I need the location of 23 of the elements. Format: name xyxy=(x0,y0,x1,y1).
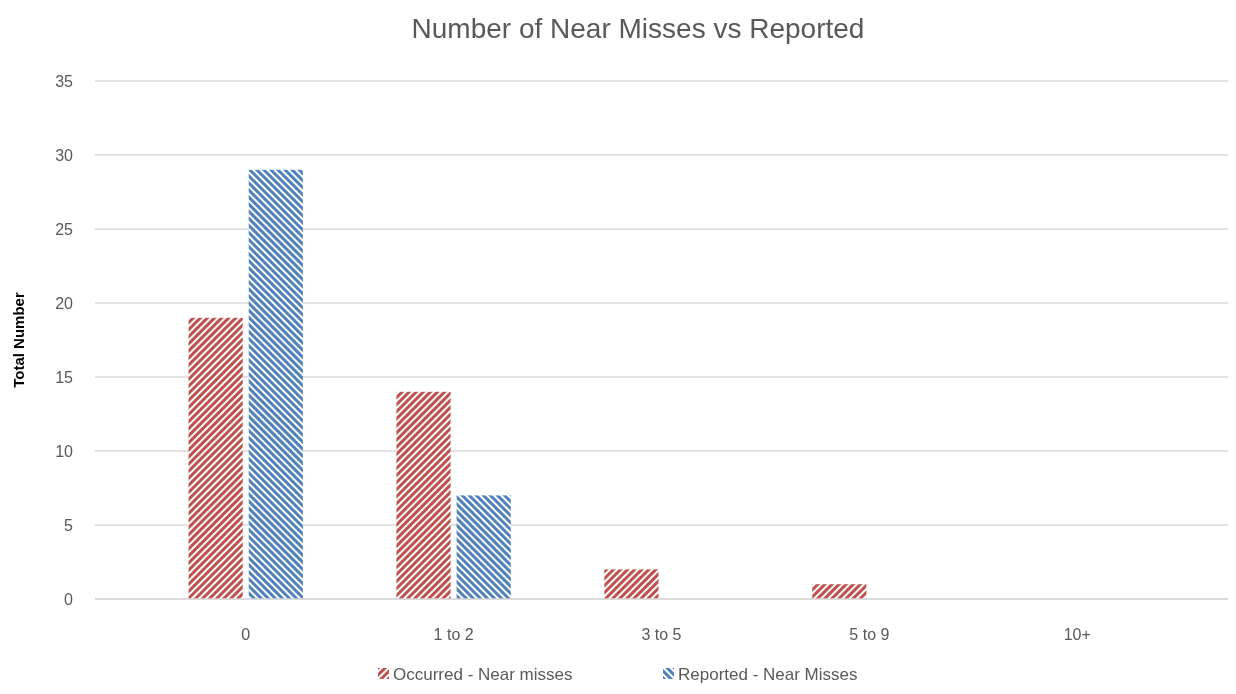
bar xyxy=(812,584,867,599)
chart-title: Number of Near Misses vs Reported xyxy=(411,13,865,44)
y-tick-label: 25 xyxy=(55,220,74,238)
x-tick-label: 1 to 2 xyxy=(433,626,474,643)
x-tick-label: 0 xyxy=(241,626,251,643)
bar xyxy=(396,391,451,599)
bar xyxy=(604,569,659,599)
bar xyxy=(188,317,243,599)
y-tick-label: 10 xyxy=(55,442,74,460)
legend-label: Occurred - Near misses xyxy=(393,665,573,684)
y-tick-label: 15 xyxy=(55,368,74,386)
y-tick-label: 0 xyxy=(64,590,74,608)
bar xyxy=(248,169,303,599)
x-tick-label: 10+ xyxy=(1063,626,1091,643)
bar xyxy=(456,495,511,599)
x-tick-label: 5 to 9 xyxy=(849,626,890,643)
y-tick-label: 35 xyxy=(55,72,74,90)
legend-label: Reported - Near Misses xyxy=(678,665,858,684)
y-axis-title: Total Number xyxy=(10,292,27,388)
y-tick-label: 5 xyxy=(64,516,74,534)
y-tick-label: 20 xyxy=(55,294,74,312)
x-tick-label: 3 to 5 xyxy=(641,626,682,643)
y-tick-label: 30 xyxy=(55,146,74,164)
